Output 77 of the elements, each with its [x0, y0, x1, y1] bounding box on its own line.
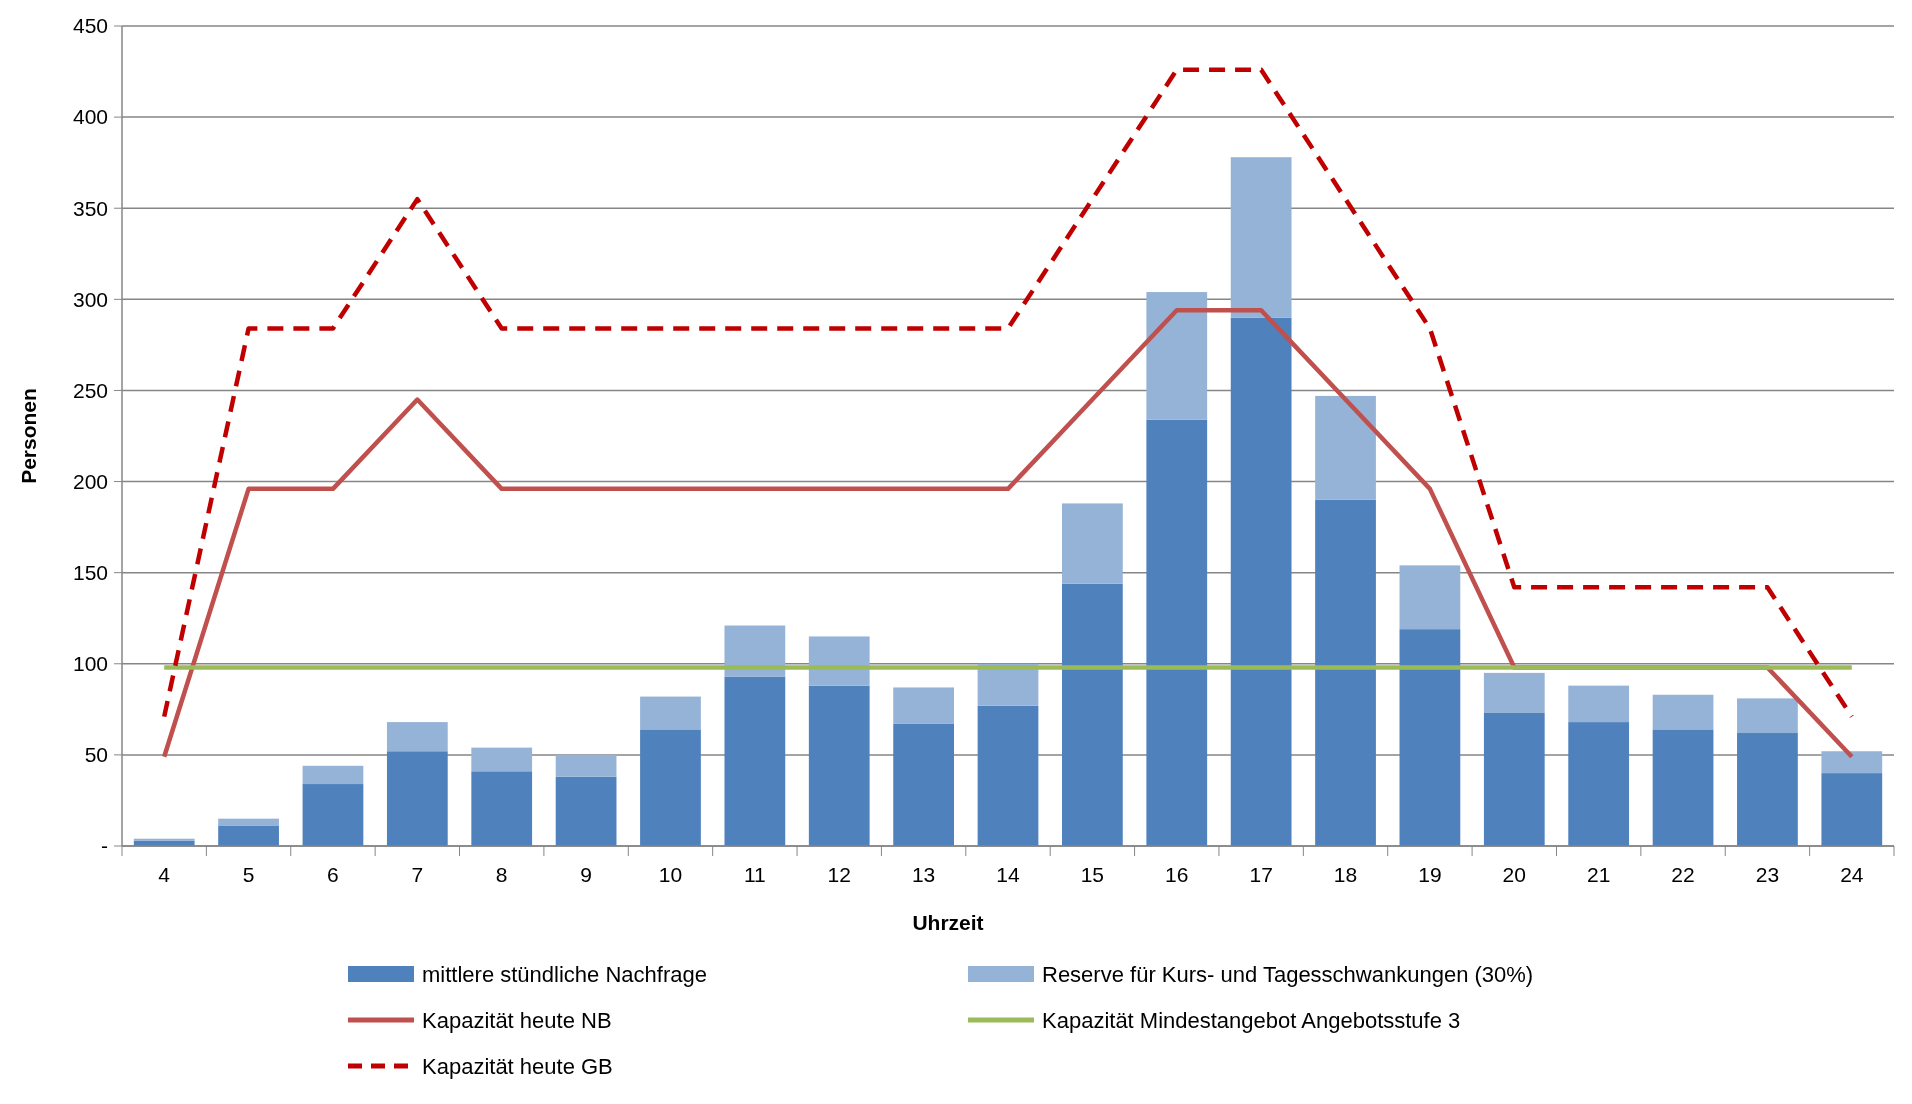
y-axis-title: Personen [17, 388, 40, 484]
bar [724, 625, 786, 677]
legend-label: Kapazität heute GB [422, 1053, 613, 1079]
x-tick-label: 20 [1502, 863, 1526, 886]
y-tick-label: 450 [72, 14, 108, 38]
bar [1062, 503, 1123, 584]
x-tick-label: 19 [1418, 863, 1442, 886]
x-tick-label: 10 [658, 863, 683, 886]
x-tick-label: 21 [1586, 863, 1611, 886]
y-tick-label: 300 [72, 287, 108, 311]
x-tick-label: 5 [242, 863, 255, 886]
bar [1315, 395, 1376, 500]
y-tick-label: 50 [84, 743, 108, 767]
bar [1230, 157, 1292, 318]
bar [1062, 583, 1123, 846]
y-tick-label: 200 [72, 469, 108, 493]
bar [808, 685, 870, 846]
y-tick-label: 150 [72, 561, 108, 585]
bar [724, 676, 786, 846]
legend-label: Kapazität Mindestangebot Angebotsstufe 3 [1042, 1007, 1461, 1033]
y-tick-label: 350 [72, 196, 108, 220]
bar [1568, 722, 1630, 846]
bar [893, 723, 954, 846]
bar [218, 818, 279, 826]
x-tick-label: 16 [1165, 863, 1189, 886]
bar [1399, 629, 1461, 846]
x-tick-label: 13 [911, 863, 936, 886]
bar [1399, 565, 1461, 630]
x-tick-label: 4 [158, 863, 171, 886]
bar [218, 825, 279, 846]
bar [1821, 751, 1883, 774]
bar [1737, 733, 1798, 846]
y-tick-label: - [101, 834, 108, 858]
bar [1483, 672, 1545, 713]
bar [1652, 729, 1714, 846]
x-tick-label: 9 [580, 863, 592, 886]
y-tick-label: 100 [72, 652, 108, 676]
bar [1483, 712, 1545, 846]
legend-label: Kapazität heute NB [422, 1007, 612, 1033]
y-tick-label: 400 [72, 105, 108, 129]
x-tick-label: 12 [827, 863, 851, 886]
bar [302, 784, 364, 846]
bar [1315, 499, 1376, 846]
bar [302, 765, 364, 785]
x-tick-label: 22 [1671, 863, 1695, 886]
legend-label: Reserve für Kurs- und Tagesschwankungen (30%) [1042, 961, 1534, 987]
bar [471, 747, 533, 772]
x-tick-label: 23 [1755, 863, 1780, 886]
bar [977, 705, 1039, 846]
bar [1737, 698, 1798, 734]
x-tick-label: 15 [1080, 863, 1105, 886]
bar [640, 729, 701, 846]
x-axis-title: Uhrzeit [912, 911, 984, 934]
bar [640, 696, 701, 730]
bar [893, 687, 954, 724]
x-tick-label: 24 [1840, 863, 1864, 886]
bar [1652, 694, 1714, 730]
bar [386, 722, 448, 752]
bar [386, 751, 448, 846]
bar [1146, 292, 1208, 420]
bar [471, 771, 533, 846]
x-tick-label: 14 [996, 863, 1020, 886]
x-tick-label: 18 [1333, 863, 1358, 886]
bar [555, 754, 617, 777]
y-tick-label: 250 [72, 378, 108, 402]
x-tick-label: 6 [327, 863, 339, 886]
x-tick-label: 8 [495, 863, 508, 886]
line-series [161, 67, 1855, 719]
bar [1230, 317, 1292, 846]
x-tick-label: 7 [411, 863, 424, 886]
bar [1146, 419, 1208, 846]
x-tick-label: 11 [743, 863, 766, 886]
legend-label: mittlere stündliche Nachfrage [422, 961, 707, 987]
bar [1568, 685, 1630, 723]
x-tick-label: 17 [1249, 863, 1273, 886]
bar [1821, 773, 1883, 846]
bar [555, 776, 617, 846]
